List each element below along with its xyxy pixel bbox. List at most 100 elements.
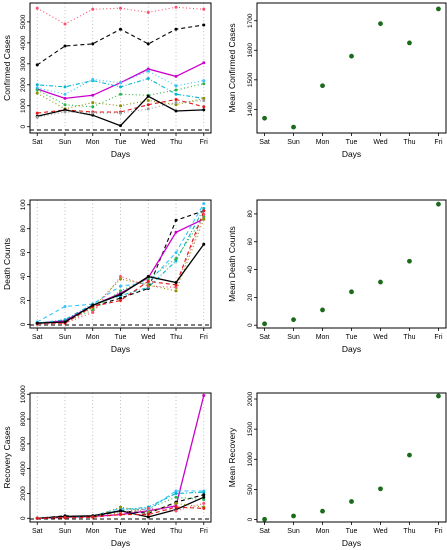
series-point xyxy=(35,88,39,92)
y-tick-label: 20 xyxy=(247,293,254,301)
x-tick-label: Mon xyxy=(316,334,330,341)
series-point xyxy=(174,281,178,285)
series-point xyxy=(146,99,150,102)
plot-frame xyxy=(256,199,447,329)
series-point xyxy=(35,83,39,87)
mean-point xyxy=(407,40,412,46)
y-tick-label: 2000 xyxy=(247,391,254,406)
series-point xyxy=(63,103,67,107)
mean-death-counts-scatter-chart: Sat Sun Mon Tue Wed Thu Fri 0 20 40 60 80 Days Mean D… xyxy=(227,199,447,354)
x-tick-label: Tue xyxy=(346,334,358,341)
x-tick-label: Sun xyxy=(59,139,72,146)
series-point xyxy=(174,84,178,88)
series-point xyxy=(119,289,122,293)
x-tick-label: Sun xyxy=(287,528,300,535)
series-point xyxy=(174,103,178,107)
series-point xyxy=(174,92,178,96)
y-tick-label: 1700 xyxy=(247,13,254,28)
series-point xyxy=(146,283,150,287)
series-point xyxy=(174,109,178,113)
series-point xyxy=(202,495,206,499)
x-tick-label: Thu xyxy=(403,528,415,535)
series-point xyxy=(119,85,122,89)
series-point xyxy=(174,289,178,293)
y-tick-label: 10000 xyxy=(20,385,27,403)
y-tick-label: 80 xyxy=(20,225,27,233)
x-tick-label: Wed xyxy=(141,334,155,341)
series-point xyxy=(202,206,206,210)
x-tick-label: Sat xyxy=(259,139,270,146)
recovery-cases-line-chart: Sat Sun Mon Tue Wed Thu Fri 0 2000 4000 6000 8000 10… xyxy=(2,385,212,548)
series-point xyxy=(91,111,95,115)
series-point xyxy=(174,283,178,287)
series-point xyxy=(91,308,95,312)
series-point xyxy=(202,82,206,86)
series-point xyxy=(202,79,206,83)
series-point xyxy=(202,501,206,505)
series-point xyxy=(119,505,122,509)
series-point xyxy=(202,490,206,494)
series-point xyxy=(202,105,206,109)
y-tick-label: 1000 xyxy=(247,452,254,467)
series-point xyxy=(91,78,95,82)
x-tick-label: Wed xyxy=(373,528,387,535)
series-point xyxy=(35,91,39,95)
mean-point xyxy=(291,124,296,130)
series-point xyxy=(174,509,178,513)
y-tick-label: 0 xyxy=(20,322,27,326)
series-line xyxy=(36,24,204,66)
series-point xyxy=(119,298,122,302)
series-point xyxy=(202,209,206,213)
series-point xyxy=(146,279,150,283)
series-point xyxy=(146,275,150,279)
series-point xyxy=(174,489,178,493)
series-point xyxy=(119,284,122,288)
mean-point xyxy=(320,508,325,514)
mean-point xyxy=(262,516,267,522)
series-point xyxy=(119,293,122,297)
x-axis-title: Days xyxy=(342,344,361,354)
series-point xyxy=(174,285,178,289)
x-tick-label: Tue xyxy=(346,139,358,146)
x-tick-label: Sun xyxy=(287,334,300,341)
series-point xyxy=(146,67,150,71)
mean-point xyxy=(378,279,383,285)
x-tick-label: Tue xyxy=(346,528,358,535)
x-tick-label: Thu xyxy=(403,334,415,341)
x-axis-title: Days xyxy=(342,149,361,159)
series-point xyxy=(146,42,150,46)
series-point xyxy=(63,96,67,100)
mean-point xyxy=(320,83,325,89)
x-tick-label: Sun xyxy=(59,334,72,341)
x-tick-label: Fri xyxy=(434,334,443,341)
x-tick-label: Wed xyxy=(373,139,387,146)
x-tick-label: Sun xyxy=(59,528,72,535)
series-point xyxy=(63,22,67,26)
y-tick-label: 2000 xyxy=(20,486,27,501)
y-tick-label: 80 xyxy=(247,210,254,218)
series-point xyxy=(174,27,178,31)
x-tick-label: Fri xyxy=(200,528,209,535)
x-tick-label: Thu xyxy=(170,334,182,341)
y-tick-label: 0 xyxy=(20,516,27,520)
series-point xyxy=(174,257,178,261)
series-point xyxy=(146,277,150,281)
mean-point xyxy=(436,201,441,207)
series-point xyxy=(91,303,95,307)
series-point xyxy=(202,23,206,27)
series-point xyxy=(63,320,67,324)
series-point xyxy=(174,259,178,263)
x-axis-title: Days xyxy=(111,538,130,548)
series-point xyxy=(146,94,150,98)
y-tick-label: 60 xyxy=(247,238,254,246)
series-point xyxy=(174,501,178,505)
series-point xyxy=(63,318,67,322)
x-tick-label: Fri xyxy=(434,528,443,535)
x-tick-label: Sat xyxy=(259,528,270,535)
mean-point xyxy=(262,115,267,121)
series-point xyxy=(202,7,206,11)
y-tick-label: 20 xyxy=(20,296,27,304)
series-point xyxy=(91,42,95,46)
mean-point xyxy=(262,321,267,327)
